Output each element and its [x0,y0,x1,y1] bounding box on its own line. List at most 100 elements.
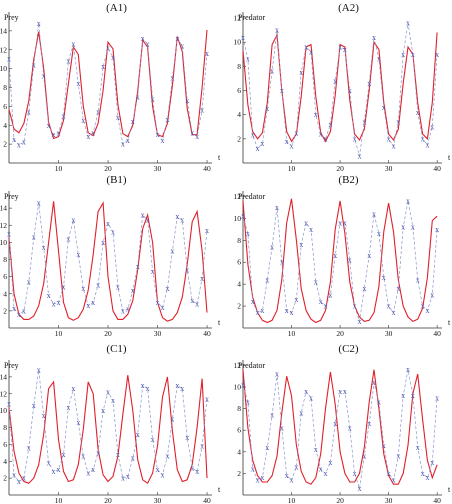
panel-c1-ytick-label: 10 [0,406,7,415]
panel-c1-data-point: x [81,452,85,461]
panel-a1-data-point: x [151,94,155,103]
panel-b1-data-point: x [12,304,16,313]
panel-a1-data-point: x [12,135,16,144]
panel-a1-data-point: x [32,60,36,69]
panel-b2-xtick-label: 40 [433,329,441,338]
panel-b2-data-point: x [372,210,376,219]
panel-c2-data-point: x [411,391,415,400]
panel-a1-ytick-label: 2 [3,140,7,149]
panel-b2-data-point: x [294,295,298,304]
panel-c2-data-point: x [421,469,425,478]
panel-c2-data-point: x [406,365,410,374]
panel-c1-ytick-label: 8 [3,423,7,432]
panel-a2-data-point: x [285,137,289,146]
panel-b2-data-point: x [406,196,410,205]
panel-b1-xlabel: t [218,318,221,327]
panel-a1-xlabel: t [218,153,221,162]
panel-c2-data-point: x [435,393,439,402]
panel-b1-data-point: x [96,281,100,290]
panel-b2-data-point: x [241,212,245,221]
panel-a2-data-point: x [421,134,425,143]
panel-c2-data-point: x [401,391,405,400]
panel-c2-data-point: x [256,475,260,484]
panel-c2-data-point: x [357,484,361,493]
panel-a1-data-point: x [37,19,41,28]
panel-c1-data-point: x [170,415,174,424]
panel-b2-ytick-label: 4 [237,280,241,289]
panel-a2-ytick-label: 4 [237,110,241,119]
panel-b1-data-point: x [146,216,150,225]
panel-a2-xtick-label: 40 [433,164,441,173]
panel-c1-xlabel: t [218,485,221,494]
panel-a2-data-point: x [280,86,284,95]
panel-c1-data-point: x [156,465,160,474]
panel-c2-data-point: x [382,441,386,450]
panel-a2-data-point: x [309,47,313,56]
panel-c1-data-point: x [76,418,80,427]
panel-a2-xtick-label: 30 [385,164,393,173]
panel-c2-data-point: x [391,475,395,484]
panel-a1-data-point: x [136,92,140,101]
panel-b2-data-point: x [421,302,425,311]
panel-c2-data-point: x [280,424,284,433]
panel-b1-xtick-label: 40 [203,329,211,338]
panel-b2-data-point: x [411,223,415,232]
panel-a2-data-point: x [314,110,318,119]
panel-b2-data-point: x [401,223,405,232]
panel-b1-data-point: x [195,300,199,309]
panel-c1-xtick-label: 10 [55,496,63,504]
panel-b1-ytick-label: 8 [3,255,7,264]
panel-b2-data-point: x [265,275,269,284]
panel-c2-data-point: x [319,465,323,474]
panel-a1-data-point: x [91,128,95,137]
panel-b1-data-point: x [200,274,204,283]
panel-a1-ytick-label: 14 [0,26,7,35]
panel-c1-data-point: x [131,453,135,462]
panel-a2-data-point: x [324,134,328,143]
panel-a1-data-point: x [71,40,75,49]
panel-c2-data-point: x [343,387,347,396]
panel-a1-data-point: x [96,108,100,117]
panel-b1-data-point: x [111,228,115,237]
panel-b1-data-point: x [190,296,194,305]
panel-a1-data-point: x [42,72,46,81]
panel-b2-data-point: x [353,302,357,311]
panel-c1-data-point: x [86,469,90,478]
panel-c2-xtick-label: 20 [336,496,344,504]
panel-b2-data-point: x [299,240,303,249]
panel-c1-data-point: x [126,472,130,481]
panel-c2-data-point: x [377,398,381,407]
panel-c2-data-point: x [309,393,313,402]
panel-b1-ytick-label: 4 [3,289,7,298]
panel-b2-ytick-label: 10 [234,214,242,223]
panel-b1-data-point: x [42,243,46,252]
panel-b2-data-point: x [251,297,255,306]
panel-c2-data-point: x [328,458,332,467]
panel-b2-data-point: x [324,302,328,311]
panel-b1-xtick-label: 30 [154,329,162,338]
panel-b2-xtick-label: 20 [336,329,344,338]
panel-a2-data-point: x [372,33,376,42]
panel-a1-data-point: x [126,136,130,145]
panel-c2-data-point: x [367,419,371,428]
panel-c1-data-point: x [52,467,56,476]
panel-c1-ytick-label: 2 [3,474,7,483]
panel-c1-data-dashed-line [8,370,208,482]
panel-a1-xtick-label: 10 [55,164,63,173]
panel-a1-data-point: x [22,138,26,147]
panel-a2-xtick-label: 20 [336,164,344,173]
panel-a1-data-point: x [7,55,11,64]
panel-a2-ytick-label: 12 [234,14,242,23]
panel-b1-data-point: x [141,210,145,219]
panel-a1-data-point: x [66,57,70,66]
panel-b2-data-point: x [357,317,361,326]
panel-c1-ytick-label: 4 [3,457,7,466]
panel-a2-ytick-label: 6 [237,86,241,95]
panel-a1-data-point: x [175,34,179,43]
panel-c1-data-point: x [17,477,21,486]
panel-c1-data-point: x [7,399,11,408]
panel-c2-data-point: x [387,469,391,478]
panel-c2-data-point: x [246,398,250,407]
panel-b2-data-point: x [416,275,420,284]
